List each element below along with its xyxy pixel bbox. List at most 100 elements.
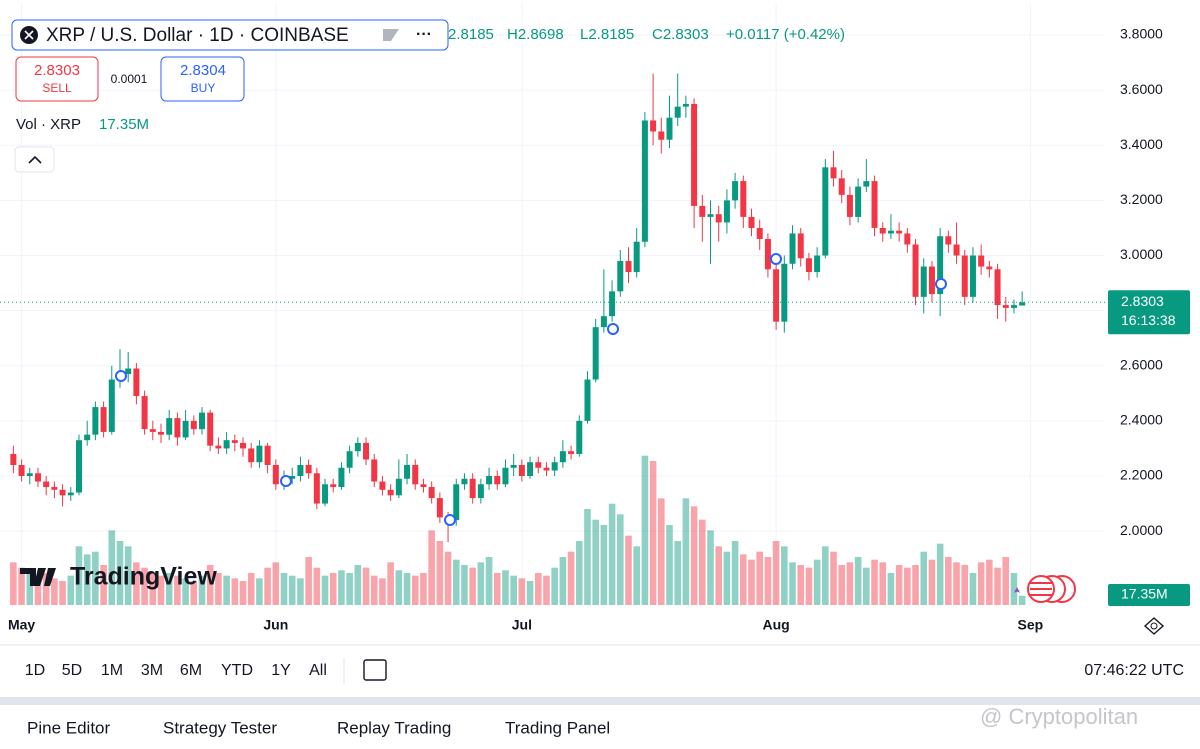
volume-bar: [264, 567, 271, 605]
last-price-label: 2.8303: [1121, 293, 1164, 309]
candle-body: [363, 442, 370, 460]
volume-bar: [51, 578, 58, 605]
event-marker[interactable]: [444, 514, 456, 526]
candle-body: [699, 205, 706, 217]
panel-divider: [0, 697, 1200, 705]
sell-price: 2.8303: [34, 62, 80, 79]
volume-bar: [157, 575, 165, 605]
candle-body: [625, 261, 632, 273]
volume-bar: [133, 562, 140, 605]
candle-body: [207, 412, 214, 446]
volume-bar: [100, 565, 107, 605]
timeframe-button[interactable]: 6M: [180, 662, 202, 679]
panel-tab[interactable]: Strategy Tester: [163, 718, 277, 737]
volume-bar: [641, 455, 649, 605]
volume-bar: [420, 573, 427, 605]
settings-icon[interactable]: [1143, 617, 1165, 635]
candle-body: [125, 368, 132, 375]
candle-body: [395, 478, 402, 496]
event-marker[interactable]: [607, 323, 619, 335]
volume-bar: [452, 559, 460, 605]
volume-bar: [559, 557, 567, 605]
volume-bar: [526, 581, 534, 605]
volume-bar: [871, 559, 878, 605]
sell-button[interactable]: [15, 56, 99, 102]
candle-body: [305, 464, 312, 474]
volume-bar: [723, 551, 731, 605]
candle-body: [855, 186, 862, 217]
candle-body: [691, 103, 698, 206]
volume-bar: [239, 581, 247, 605]
timeframe-button[interactable]: 1D: [25, 662, 45, 679]
volume-bar: [543, 575, 550, 605]
candle-body: [289, 476, 296, 479]
timeframe-button[interactable]: 3M: [141, 662, 163, 679]
candle-body: [149, 429, 156, 432]
candle-body: [174, 418, 181, 438]
y-tick-label: 2.4000: [1120, 412, 1163, 428]
candle-body: [879, 227, 886, 234]
ohlc-low: L2.8185: [580, 26, 634, 43]
volume-bar: [485, 557, 493, 605]
candle-body: [240, 442, 247, 449]
candle-body: [428, 487, 435, 499]
candle-body: [535, 462, 542, 468]
candle-body: [633, 241, 640, 273]
candle-body: [518, 464, 525, 477]
date-range-icon[interactable]: [363, 659, 387, 681]
event-marker[interactable]: [115, 370, 127, 382]
panel-tab[interactable]: Trading Panel: [505, 718, 610, 737]
volume-bar: [206, 565, 214, 605]
candle-body: [1010, 305, 1017, 308]
volume-bar: [953, 562, 960, 605]
watermark: @ Cryptopolitan: [980, 704, 1138, 729]
event-marker[interactable]: [935, 278, 947, 290]
candle-body: [666, 117, 673, 140]
candle-body: [420, 484, 427, 488]
panel-tab[interactable]: Replay Trading: [337, 718, 451, 737]
candle-body: [928, 266, 935, 295]
volume-bar: [772, 541, 780, 605]
event-marker[interactable]: [280, 475, 292, 487]
candle-body: [830, 167, 837, 179]
y-tick-label: 3.6000: [1120, 81, 1163, 97]
symbol-box[interactable]: [11, 19, 449, 51]
candle-body: [912, 244, 919, 297]
candle-body: [436, 498, 443, 518]
volume-bar: [1002, 557, 1010, 605]
timeframe-button[interactable]: 1M: [101, 662, 123, 679]
candle-body: [805, 258, 812, 273]
timeframe-bar: 1D 5D 1M 3M 6M YTD 1Y All: [25, 662, 327, 679]
candle-body: [617, 261, 624, 292]
more-icon[interactable]: ···: [416, 26, 432, 43]
candle-body: [494, 476, 501, 485]
y-tick-label: 2.0000: [1120, 522, 1163, 538]
timeframe-button[interactable]: All: [309, 662, 327, 679]
event-marker[interactable]: [770, 253, 782, 265]
volume-bar: [854, 557, 862, 605]
timeframe-button[interactable]: 1Y: [271, 662, 291, 679]
volume-bar: [740, 554, 747, 605]
candle-body: [379, 481, 386, 490]
candle-body: [773, 269, 780, 322]
volume-bar: [436, 541, 444, 605]
buy-price: 2.8304: [180, 62, 226, 79]
volume-bar: [912, 565, 919, 605]
clock: 07:46:22 UTC: [1084, 662, 1184, 679]
volume-bar: [928, 559, 936, 605]
candle-body: [986, 266, 993, 270]
collapse-button[interactable]: [14, 146, 55, 173]
volume-bar: [682, 498, 690, 605]
candle-body: [723, 200, 730, 223]
volume-bar: [59, 581, 66, 605]
candle-body: [920, 266, 927, 297]
buy-button[interactable]: [160, 56, 245, 102]
timeframe-button[interactable]: 5D: [62, 662, 82, 679]
candle-body: [469, 478, 476, 499]
ohlc-open: 2.8185: [448, 26, 494, 43]
candle-body: [461, 478, 468, 485]
panel-tab[interactable]: Pine Editor: [27, 718, 110, 737]
volume-bar: [830, 551, 837, 605]
timeframe-button[interactable]: YTD: [221, 662, 253, 679]
candle-body: [322, 484, 329, 504]
